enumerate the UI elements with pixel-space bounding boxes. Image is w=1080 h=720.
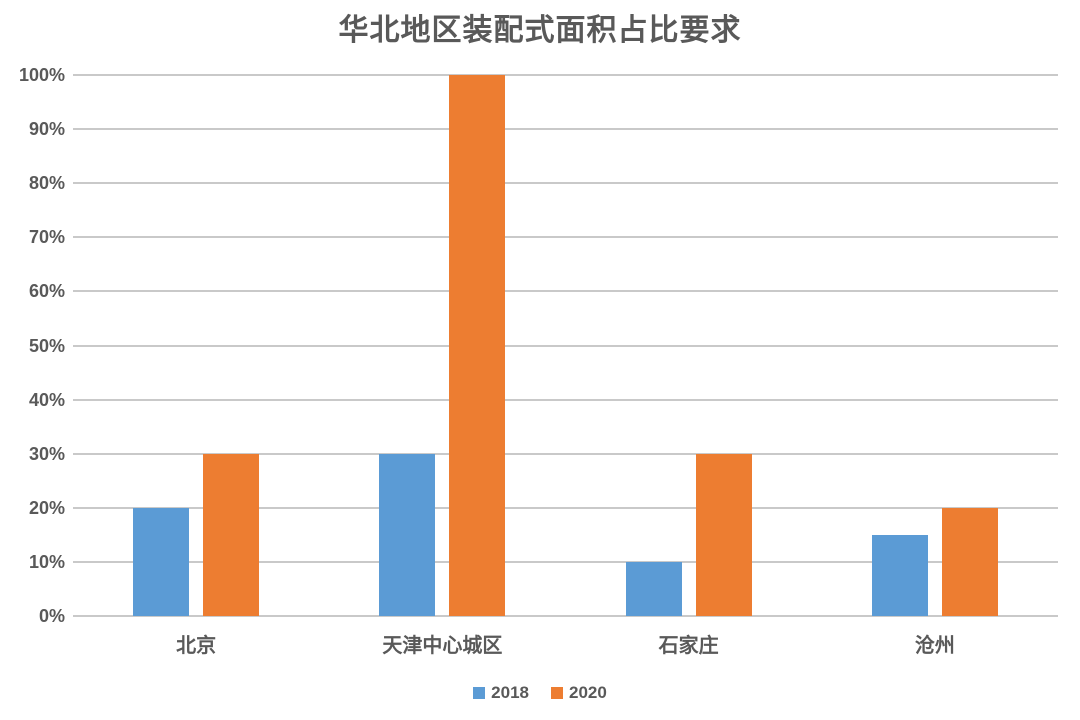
plot-area: [73, 74, 1058, 617]
bar-2020-沧州: [941, 507, 998, 616]
bar-2018-沧州: [871, 534, 928, 616]
gridline-30%: [73, 452, 1058, 455]
legend-swatch-icon: [551, 686, 563, 699]
gridline-90%: [73, 128, 1058, 131]
bar-2018-北京: [133, 507, 190, 616]
gridline-70%: [73, 236, 1058, 239]
y-axis-tick-label: 90%: [28, 119, 65, 140]
bar-2018-天津中心城区: [379, 453, 436, 616]
gridline-100%: [73, 74, 1058, 76]
x-axis-category-label: 石家庄: [658, 635, 719, 657]
legend: 2018 2020: [0, 684, 1080, 701]
legend-item-2018: 2018: [473, 684, 529, 701]
bar-group-1: [73, 75, 319, 616]
legend-item-2020: 2020: [551, 684, 607, 701]
bar-2020-北京: [203, 453, 260, 616]
bar-group-4: [812, 75, 1058, 616]
y-axis-tick-label: 10%: [28, 551, 65, 572]
bar-group-2: [319, 75, 565, 616]
x-axis-category-label: 沧州: [914, 635, 955, 657]
y-axis-tick-label: 20%: [28, 497, 65, 518]
legend-label: 2018: [491, 683, 529, 702]
gridline-80%: [73, 182, 1058, 185]
gridline-10%: [73, 560, 1058, 563]
y-axis-tick-label: 100%: [18, 65, 65, 85]
gridline-20%: [73, 506, 1058, 509]
y-axis-tick-label: 60%: [28, 281, 65, 302]
x-axis-category-label: 天津中心城区: [382, 635, 503, 657]
x-axis-category-label: 北京: [176, 635, 217, 657]
gridline-40%: [73, 398, 1058, 401]
bar-2018-石家庄: [625, 561, 682, 616]
legend-swatch-icon: [473, 686, 486, 699]
y-axis-tick-label: 80%: [28, 173, 65, 194]
legend-label: 2020: [569, 683, 607, 702]
bar-group-3: [566, 75, 812, 616]
gridline-60%: [73, 290, 1058, 293]
y-axis-tick-label: 30%: [28, 443, 65, 464]
chart-title: 华北地区装配式面积占比要求: [338, 14, 742, 47]
y-axis-tick-label: 40%: [28, 389, 65, 410]
gridline-50%: [73, 344, 1058, 347]
y-axis-tick-label: 70%: [28, 227, 65, 248]
bar-2020-天津中心城区: [449, 75, 506, 616]
y-axis-tick-label: 50%: [28, 335, 65, 356]
gridline-0%: [73, 615, 1058, 617]
bar-2020-石家庄: [695, 453, 752, 616]
y-axis-tick-label: 0%: [38, 606, 65, 626]
